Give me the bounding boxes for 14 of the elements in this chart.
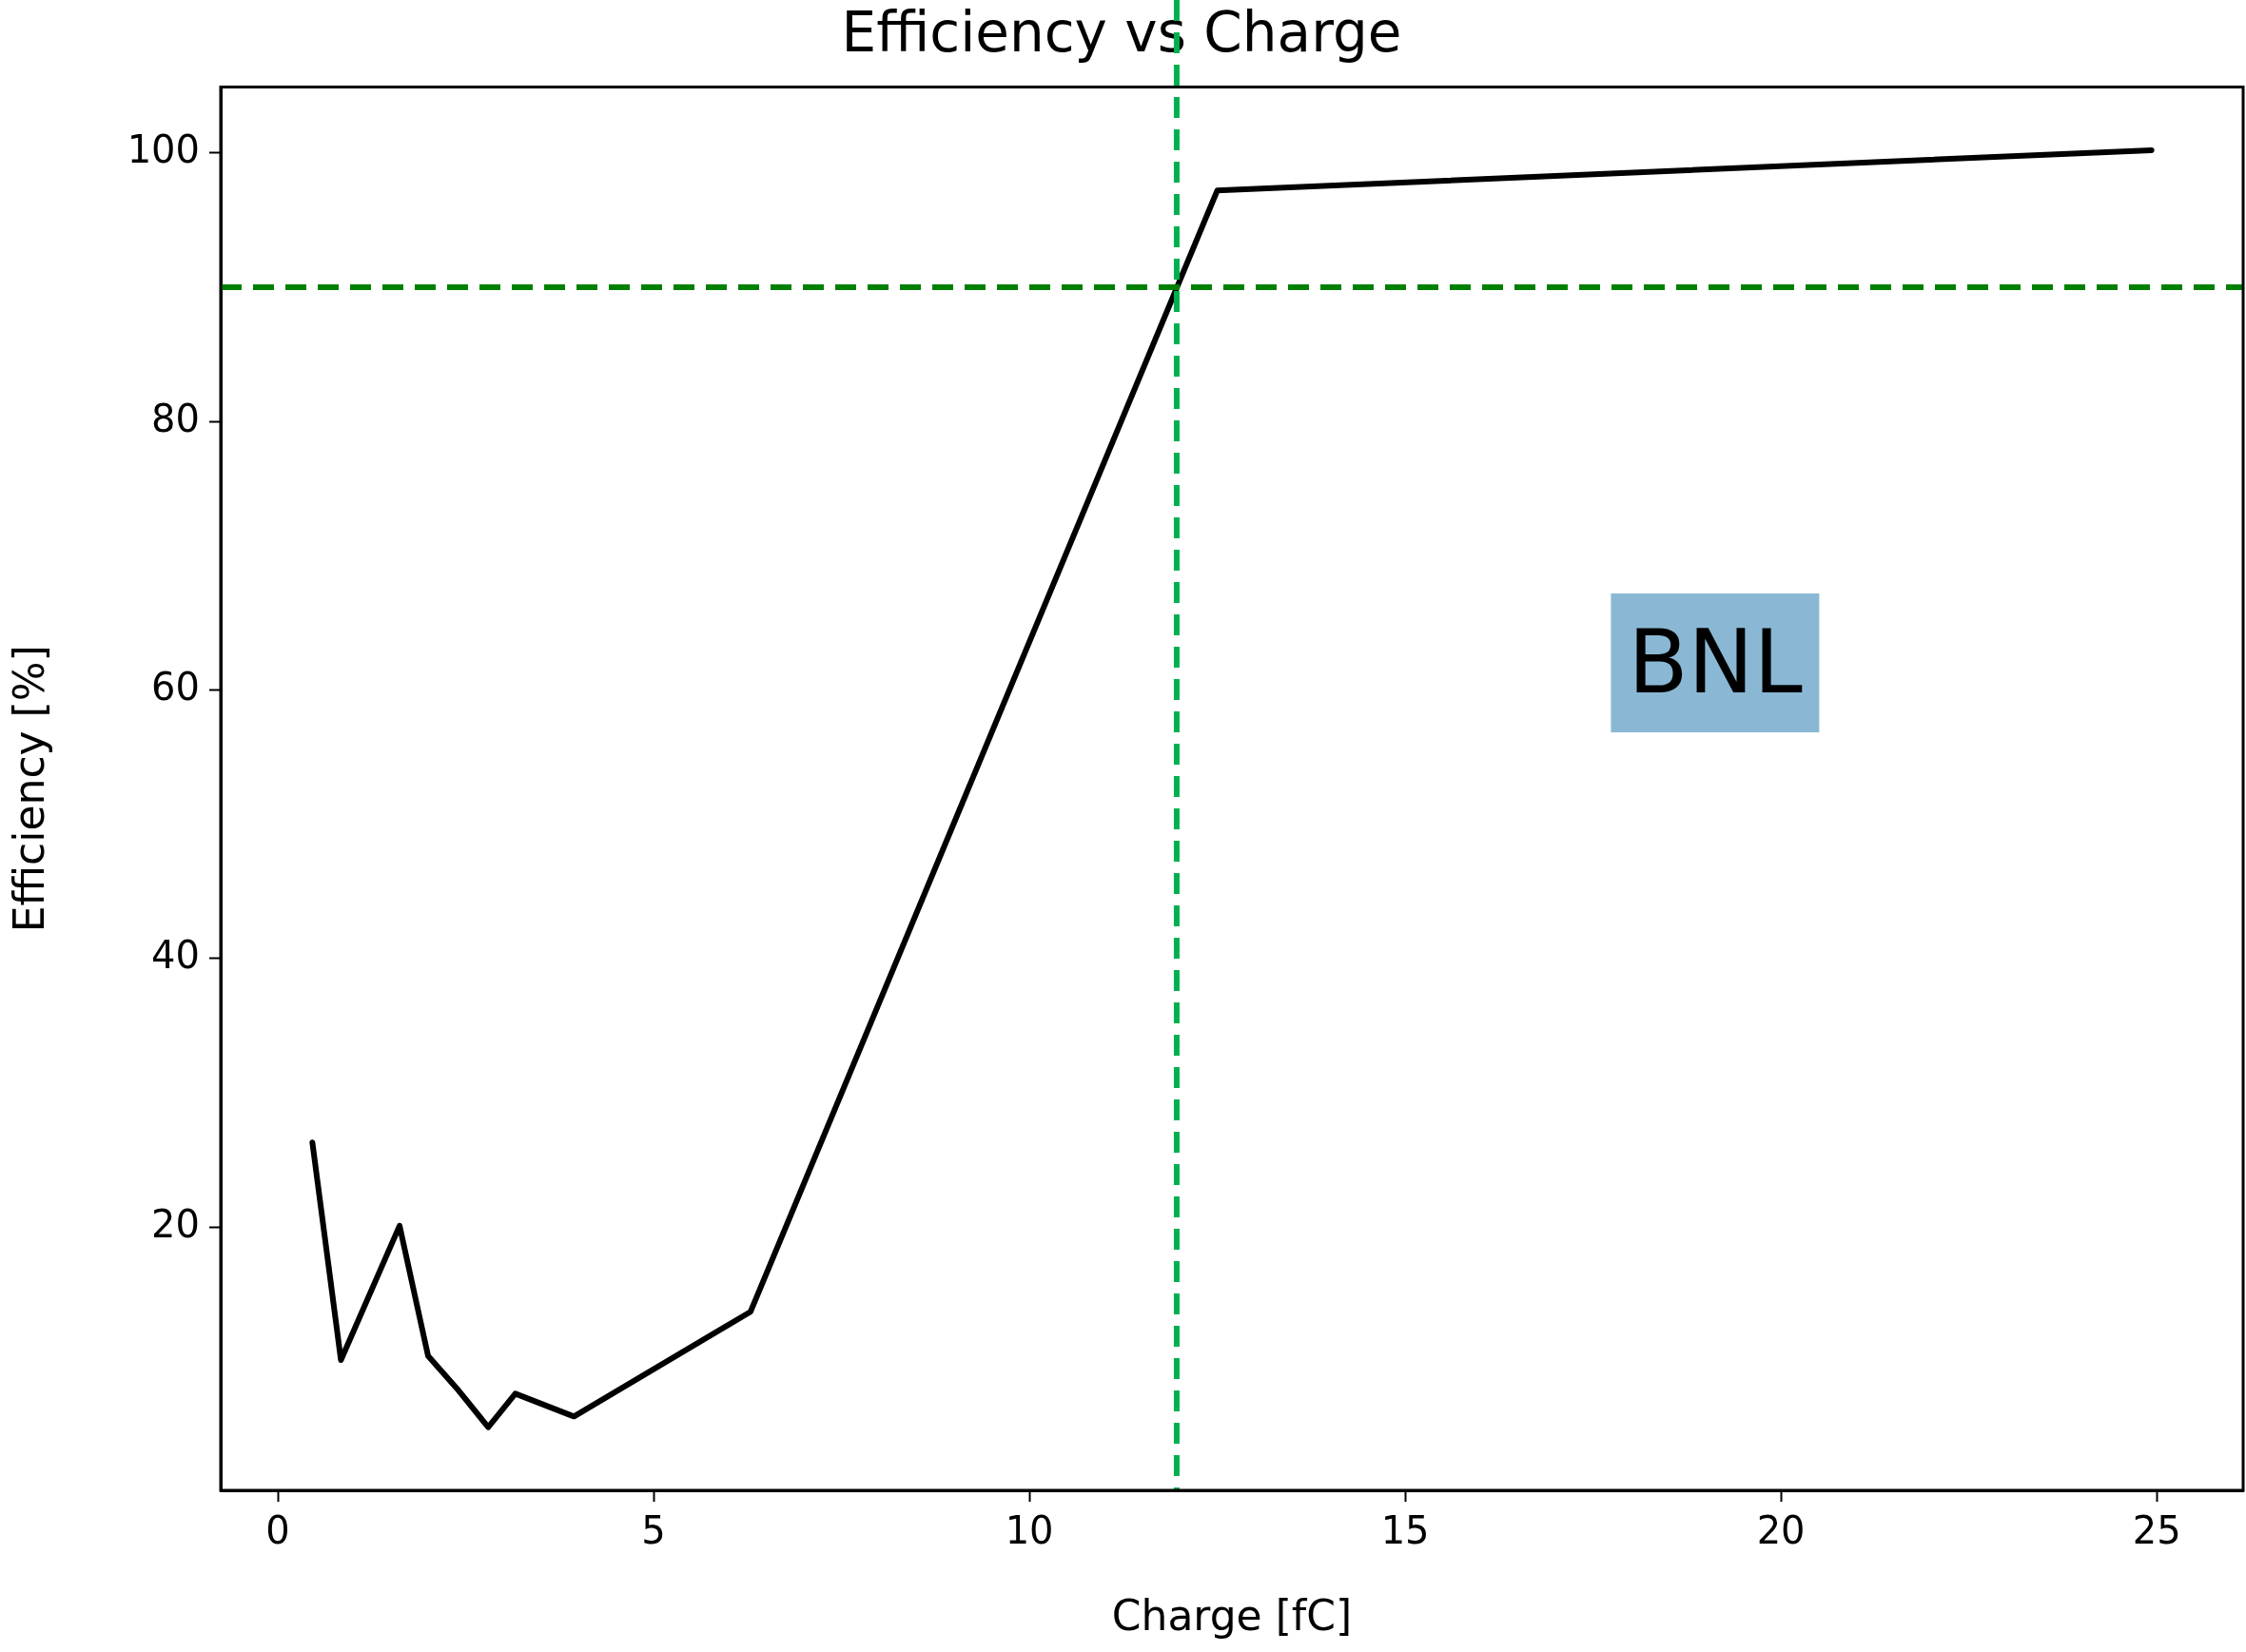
x-tick-label: 5 [641,1508,666,1553]
annotation: BNL [1611,593,1820,732]
x-tick-label: 0 [265,1508,290,1553]
x-tick-label: 10 [1005,1508,1054,1553]
y-tick-label: 80 [151,396,200,440]
y-tick-label: 60 [151,664,200,709]
y-tick-label: 40 [151,933,200,978]
y-tick-label: 100 [127,127,200,172]
x-axis-title: Charge [fC] [1111,1591,1353,1641]
x-tick-label: 15 [1380,1508,1430,1553]
y-tick-label: 20 [151,1201,200,1246]
y-axis-title: Efficiency [%] [4,645,53,933]
x-tick-label: 25 [2132,1508,2181,1553]
x-tick-label: 20 [1756,1508,1806,1553]
